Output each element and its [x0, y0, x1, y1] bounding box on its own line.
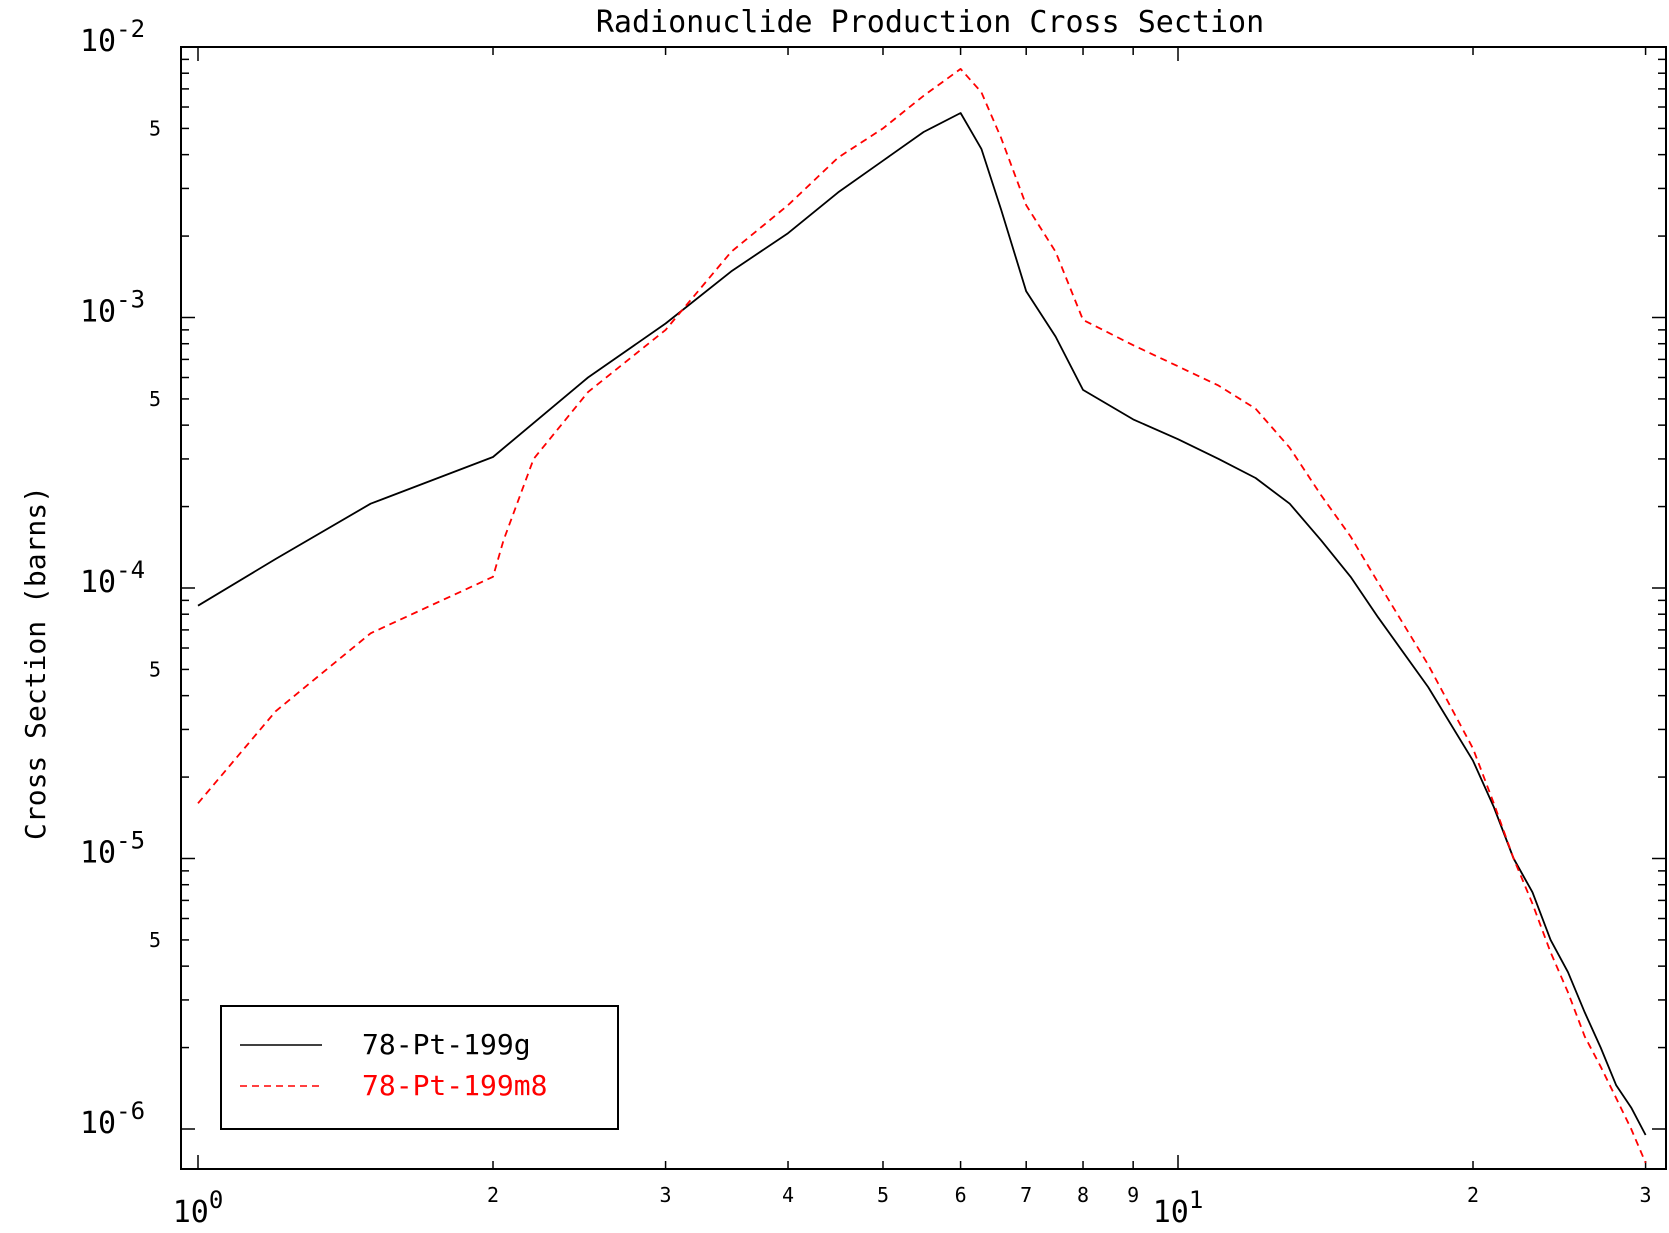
y-minor-tick-label: 5 [149, 387, 161, 411]
x-minor-tick-label: 2 [487, 1183, 499, 1207]
x-minor-tick-label: 6 [955, 1183, 967, 1207]
legend-label-series-2: 78-Pt-199m8 [362, 1069, 547, 1102]
x-minor-tick-label: 3 [1640, 1183, 1652, 1207]
x-major-tick-label: 100 [173, 1186, 224, 1230]
x-minor-tick-label: 5 [877, 1183, 889, 1207]
axis-ticks [181, 46, 1666, 1169]
chart-title: Radionuclide Production Cross Section [596, 5, 1264, 40]
series-line-1 [197, 112, 1647, 1136]
x-minor-tick-label: 4 [782, 1183, 794, 1207]
legend: 78-Pt-199g 78-Pt-199m8 [220, 1005, 619, 1130]
x-minor-tick-label: 8 [1077, 1183, 1089, 1207]
legend-label-series-1: 78-Pt-199g [362, 1028, 531, 1061]
y-major-tick-label: 10-2 [80, 15, 145, 59]
y-minor-tick-label: 5 [149, 116, 161, 140]
x-major-tick-label: 101 [1153, 1186, 1204, 1230]
y-major-tick-label: 10-5 [80, 827, 145, 871]
y-axis-label: Cross Section (barns) [19, 486, 52, 840]
x-minor-tick-label: 7 [1020, 1183, 1032, 1207]
y-major-tick-label: 10-6 [80, 1097, 145, 1141]
y-major-tick-label: 10-3 [80, 286, 145, 330]
x-minor-tick-label: 3 [660, 1183, 672, 1207]
plot-area-frame [180, 46, 1667, 1170]
legend-box [220, 1005, 619, 1130]
data-series [197, 68, 1647, 1164]
y-minor-tick-label: 5 [149, 657, 161, 681]
series-line-2 [197, 68, 1647, 1164]
axis-tick-labels: 100 101 2 3 4 5 6 7 8 9 2 3 10-2 10-3 10-4 10-5 10-6 5 5 5 5 [80, 15, 1652, 1230]
x-minor-tick-label: 9 [1127, 1183, 1139, 1207]
y-major-tick-label: 10-4 [80, 556, 145, 600]
x-minor-tick-label: 2 [1467, 1183, 1479, 1207]
y-minor-tick-label: 5 [149, 928, 161, 952]
